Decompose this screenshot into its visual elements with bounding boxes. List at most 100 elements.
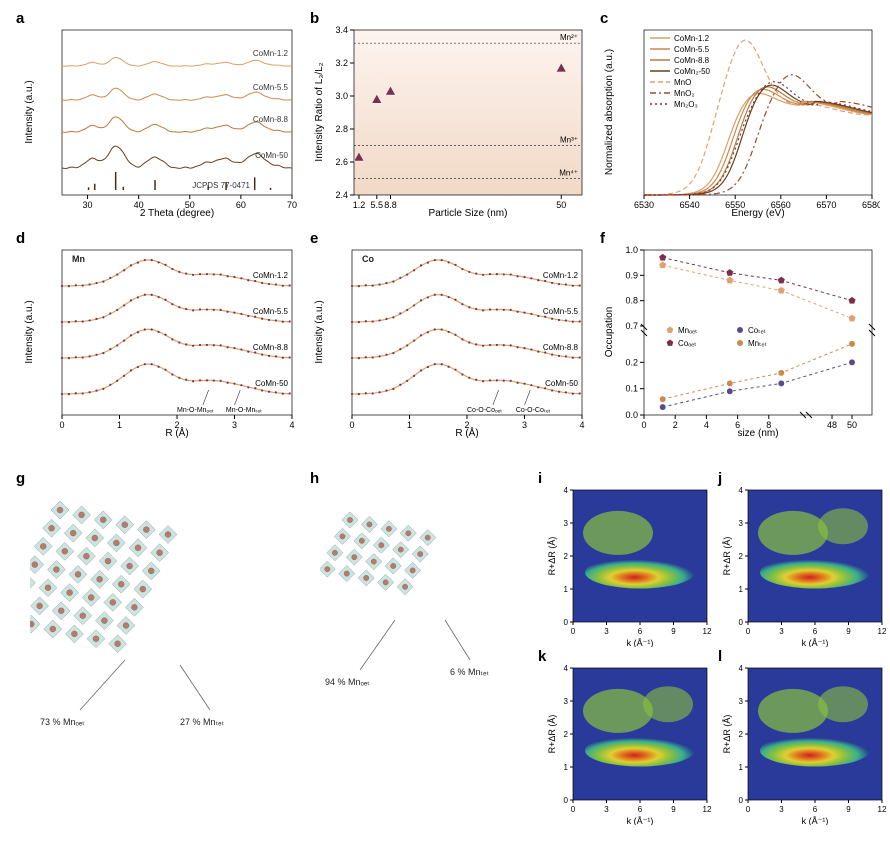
svg-text:0.8: 0.8 [625,296,638,306]
e-title: Co [362,254,374,264]
svg-text:0.0: 0.0 [625,410,638,420]
svg-text:3.0: 3.0 [335,91,348,101]
svg-text:CoMn-8.8: CoMn-8.8 [674,56,710,65]
f-ylabel: Occupation [604,307,615,358]
svg-text:2: 2 [673,420,678,430]
svg-text:3.4: 3.4 [335,25,348,35]
svg-text:CoMn-8.8: CoMn-8.8 [253,115,289,124]
svg-text:k (Å⁻¹): k (Å⁻¹) [627,816,654,825]
svg-text:1: 1 [407,420,412,430]
svg-text:12: 12 [703,805,712,814]
svg-text:Mn³⁺: Mn³⁺ [560,136,578,145]
panel-k-wavelet: 03691201234k (Å⁻¹)R+ΔR (Å) [545,660,715,825]
svg-text:3: 3 [522,420,527,430]
svg-text:1: 1 [739,763,744,772]
svg-text:CoMn-1.2: CoMn-1.2 [543,271,579,280]
svg-text:3: 3 [739,519,744,528]
svg-text:2: 2 [564,730,569,739]
h-label-oct: 94 % Mnₒₑₜ [325,677,370,687]
svg-text:Mn-O-Mnₒₑₜ: Mn-O-Mnₒₑₜ [177,407,214,414]
svg-text:Mnₒₑₜ: Mnₒₑₜ [678,326,697,335]
svg-text:0: 0 [571,627,576,636]
e-ylabel: Intensity (a.u.) [314,300,325,363]
svg-text:CoMn-5.5: CoMn-5.5 [253,83,289,92]
svg-text:5.5: 5.5 [371,200,384,210]
svg-text:3: 3 [232,420,237,430]
svg-text:50: 50 [847,420,857,430]
svg-text:3: 3 [604,627,609,636]
svg-text:CoMn-5.5: CoMn-5.5 [674,45,710,54]
svg-text:R+ΔR (Å): R+ΔR (Å) [547,537,557,576]
svg-text:CoMn-1.2: CoMn-1.2 [253,271,289,280]
svg-text:0: 0 [564,618,569,627]
svg-text:70: 70 [287,200,297,210]
svg-text:MnO₂: MnO₂ [674,89,694,98]
svg-text:3.2: 3.2 [335,58,348,68]
panel-c-xanes: 653065406550656065706580 CoMn-1.2CoMn-5.… [600,20,880,220]
svg-text:CoMn-50: CoMn-50 [255,379,288,388]
svg-text:0: 0 [746,627,751,636]
svg-text:CoMn-5.5: CoMn-5.5 [253,307,289,316]
svg-text:6530: 6530 [634,200,654,210]
svg-text:CoMn-50: CoMn-50 [545,379,578,388]
d-xlabel: R (Å) [165,426,188,439]
svg-text:CoMn-5.5: CoMn-5.5 [543,307,579,316]
svg-text:60: 60 [236,200,246,210]
svg-text:Coₜₑₜ: Coₜₑₜ [748,326,766,335]
svg-text:1.0: 1.0 [625,245,638,255]
svg-text:6: 6 [813,627,818,636]
c-ylabel: Normalized absorption (a.u.) [604,49,615,175]
svg-text:9: 9 [846,805,851,814]
svg-text:6: 6 [638,805,643,814]
svg-text:12: 12 [878,805,887,814]
svg-text:k (Å⁻¹): k (Å⁻¹) [802,638,829,647]
svg-text:R+ΔR (Å): R+ΔR (Å) [722,537,732,576]
svg-text:2.8: 2.8 [335,124,348,134]
c-xlabel: Energy (eV) [731,208,784,219]
svg-text:CoMn-1.2: CoMn-1.2 [674,34,710,43]
svg-text:12: 12 [703,627,712,636]
svg-text:Mnₜₑₜ: Mnₜₑₜ [748,339,767,348]
svg-text:Co-O-Coₒₑₜ: Co-O-Coₒₑₜ [467,407,502,414]
svg-text:0: 0 [571,805,576,814]
svg-text:30: 30 [83,200,93,210]
panel-d-ft-mn: Mn CoMn-1.2CoMn-5.5CoMn-8.8CoMn-50Mn-O-M… [20,240,300,440]
d-title: Mn [72,254,85,264]
b-ylabel: Intensity Ratio of L₃/L₂ [314,62,325,161]
svg-text:2: 2 [739,730,744,739]
svg-text:9: 9 [846,627,851,636]
svg-text:6: 6 [638,627,643,636]
svg-text:3: 3 [564,519,569,528]
svg-text:0: 0 [746,805,751,814]
label-g: g [16,470,25,487]
svg-text:R+ΔR (Å): R+ΔR (Å) [547,715,557,754]
svg-text:6540: 6540 [680,200,700,210]
svg-text:CoMn-50: CoMn-50 [255,151,288,160]
a-ylabel: Intensity (a.u.) [24,80,35,143]
svg-text:0: 0 [739,796,744,805]
svg-text:CoMn-8.8: CoMn-8.8 [543,343,579,352]
g-label-oct: 73 % Mnₒₑₜ [40,717,85,727]
svg-text:9: 9 [671,805,676,814]
svg-text:4: 4 [579,420,584,430]
svg-text:0: 0 [641,420,646,430]
svg-text:1: 1 [117,420,122,430]
e-xlabel: R (Å) [455,426,478,439]
svg-text:MnO: MnO [674,78,691,87]
svg-text:3: 3 [739,697,744,706]
svg-text:0.2: 0.2 [625,357,638,367]
svg-text:0: 0 [564,796,569,805]
panel-g-structure: 73 % Mnₒₑₜ 27 % Mnₜₑₜ [30,490,300,750]
svg-text:6: 6 [813,805,818,814]
svg-text:2: 2 [564,552,569,561]
svg-text:CoMn-1.2: CoMn-1.2 [253,49,289,58]
svg-text:4: 4 [564,486,569,495]
g-label-tet: 27 % Mnₜₑₜ [180,717,225,727]
svg-text:3: 3 [779,627,784,636]
svg-text:3: 3 [779,805,784,814]
svg-text:2: 2 [739,552,744,561]
svg-text:k (Å⁻¹): k (Å⁻¹) [627,638,654,647]
label-i: i [538,470,542,487]
svg-text:9: 9 [671,627,676,636]
svg-text:4: 4 [739,486,744,495]
